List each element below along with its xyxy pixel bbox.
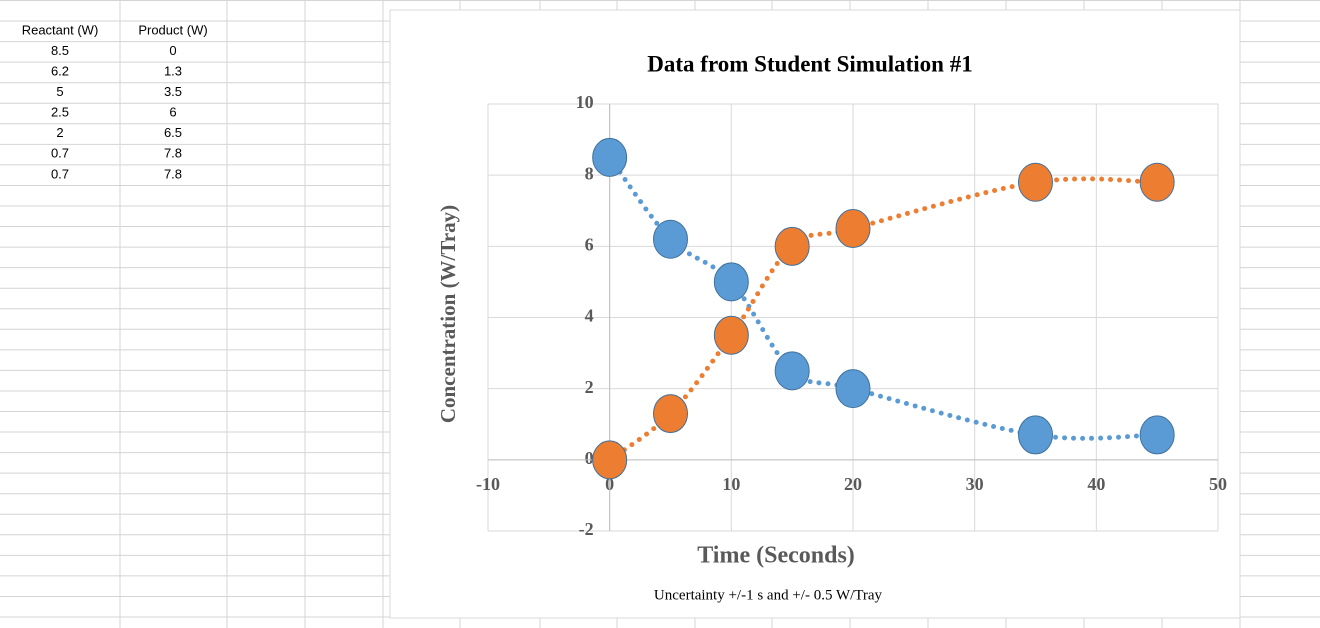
y-tick-label: 0 [585, 448, 594, 468]
marker [592, 440, 628, 480]
marker [774, 226, 810, 266]
marker [592, 137, 628, 177]
cell: 5 [56, 84, 63, 99]
marker [653, 394, 688, 434]
cell: 6.5 [164, 125, 182, 140]
cell: 0.7 [51, 166, 69, 181]
cell: 2.5 [51, 105, 69, 120]
cell: 7.8 [164, 146, 182, 161]
cell: 0 [169, 43, 176, 58]
marker [653, 219, 688, 259]
x-tick-label: 20 [844, 474, 862, 494]
x-tick-label: 40 [1087, 474, 1105, 494]
chart-area[interactable] [389, 9, 1241, 619]
marker [835, 369, 871, 409]
marker [774, 351, 810, 391]
marker [1018, 415, 1053, 455]
x-tick-label: 30 [966, 474, 984, 494]
y-axis-label: Concentration (W/Tray) [436, 205, 460, 423]
marker [713, 262, 749, 302]
cell: 6 [169, 105, 176, 120]
y-tick-label: -2 [579, 519, 594, 539]
header-cell: Reactant (W) [22, 22, 99, 37]
cell: 0.7 [51, 146, 69, 161]
y-tick-label: 8 [585, 163, 594, 183]
x-tick-label: 10 [722, 474, 740, 494]
marker [1139, 162, 1175, 202]
marker [1018, 162, 1053, 202]
marker [713, 315, 749, 355]
cell: 2 [56, 125, 63, 140]
cell: 3.5 [164, 84, 182, 99]
chart-title: Data from Student Simulation #1 [647, 51, 972, 76]
y-tick-label: 4 [585, 306, 594, 326]
marker [1139, 415, 1175, 455]
annotation: Uncertainty +/-1 s and +/- 0.5 W/Tray [654, 587, 883, 603]
cell: 7.8 [164, 166, 182, 181]
y-tick-label: 6 [585, 234, 594, 254]
cell: 6.2 [51, 64, 69, 79]
y-tick-label: 10 [576, 92, 594, 112]
cell: 8.5 [51, 43, 69, 58]
x-tick-label: 50 [1209, 474, 1227, 494]
y-tick-label: 2 [585, 377, 594, 397]
cell: 1.3 [164, 64, 182, 79]
x-tick-label: -10 [476, 474, 500, 494]
x-axis-label: Time (Seconds) [697, 543, 855, 569]
header-cell: Product (W) [138, 22, 207, 37]
marker [835, 209, 871, 249]
